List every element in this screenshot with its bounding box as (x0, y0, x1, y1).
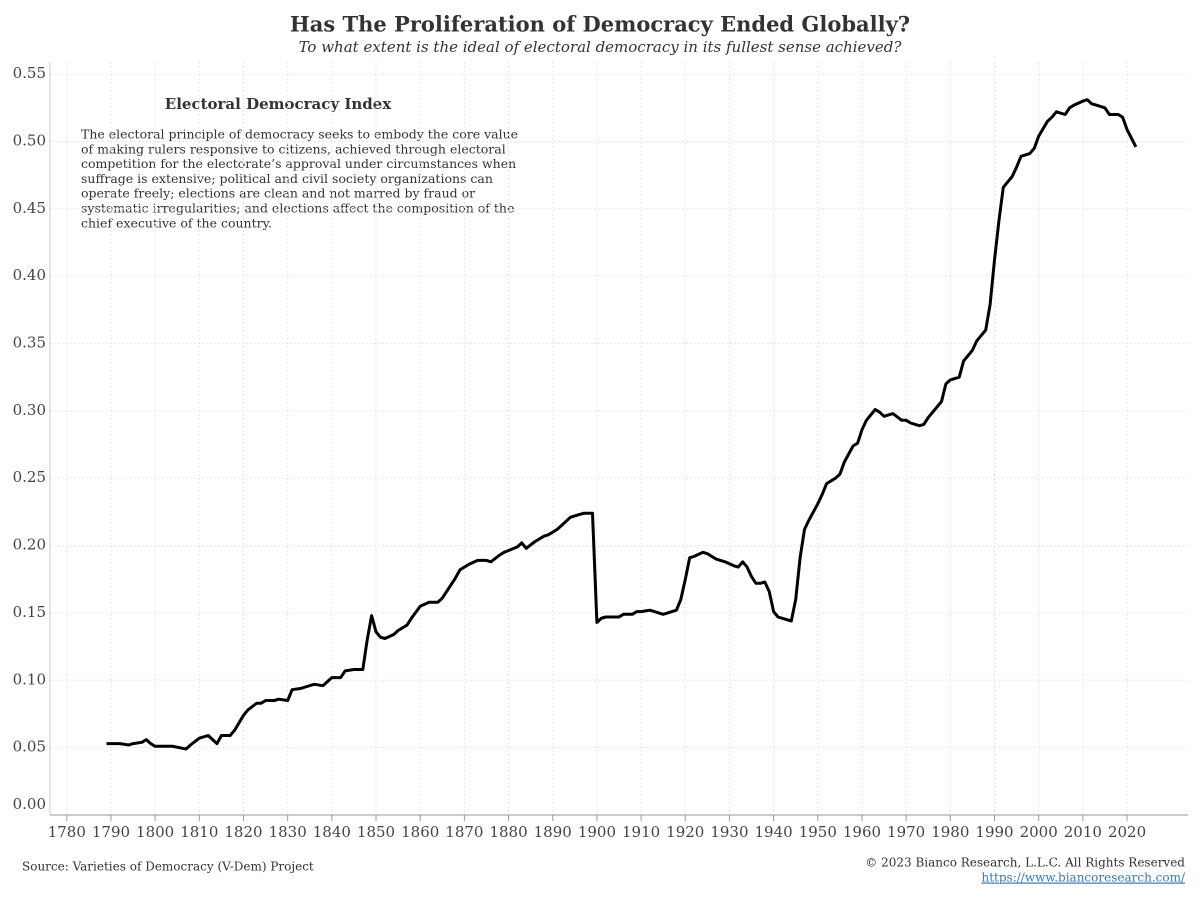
y-tick-label: 0.05 (13, 738, 46, 756)
x-tick-label: 1940 (755, 823, 793, 841)
x-tick-label: 1950 (799, 823, 837, 841)
x-tick-label: 2000 (1020, 823, 1058, 841)
x-tick-label: 1800 (136, 823, 174, 841)
x-tick-label: 1900 (578, 823, 616, 841)
y-tick-label: 0.35 (13, 334, 46, 352)
annotation-line: operate freely; elections are clean and … (81, 186, 475, 201)
x-tick-label: 1850 (357, 823, 395, 841)
x-tick-label: 1890 (534, 823, 572, 841)
y-tick-label: 0.25 (13, 468, 46, 486)
y-tick-label: 0.10 (13, 670, 46, 688)
x-tick-label: 1810 (180, 823, 218, 841)
y-tick-label: 0.45 (13, 199, 46, 217)
annotation-line: suffrage is extensive; political and civ… (81, 171, 493, 186)
x-tick-label: 1990 (975, 823, 1013, 841)
copyright: © 2023 Bianco Research, L.L.C. All Right… (865, 856, 1185, 870)
x-tick-label: 2010 (1064, 823, 1102, 841)
x-tick-label: 1880 (489, 823, 527, 841)
annotation-line: systematic irregularities; and elections… (81, 201, 514, 216)
x-tick-label: 2020 (1108, 823, 1146, 841)
chart-subtitle: To what extent is the ideal of electoral… (299, 38, 903, 56)
x-tick-label: 1780 (48, 823, 86, 841)
y-tick-label: 0.15 (13, 603, 46, 621)
annotation-line: of making rulers responsive to citizens,… (81, 141, 506, 156)
chart-title: Has The Proliferation of Democracy Ended… (290, 12, 910, 37)
annotation-line: chief executive of the country. (81, 215, 272, 230)
x-tick-label: 1980 (931, 823, 969, 841)
source: Source: Varieties of Democracy (V-Dem) P… (22, 860, 314, 874)
y-tick-label: 0.50 (13, 131, 46, 149)
x-tick-label: 1870 (445, 823, 483, 841)
x-tick-label: 1930 (710, 823, 748, 841)
annotation-title: Electoral Democracy Index (165, 95, 392, 113)
x-tick-label: 1920 (666, 823, 704, 841)
x-tick-label: 1910 (622, 823, 660, 841)
x-tick-label: 1840 (313, 823, 351, 841)
x-tick-label: 1830 (269, 823, 307, 841)
annotation-line: The electoral principle of democracy see… (81, 127, 518, 142)
y-tick-label: 0.20 (13, 536, 46, 554)
x-tick-label: 1960 (843, 823, 881, 841)
x-tick-label: 1790 (92, 823, 130, 841)
url-link[interactable]: https://www.biancoresearch.com/ (981, 871, 1185, 885)
x-tick-label: 1860 (401, 823, 439, 841)
annotation-line: competition for the electorate’s approva… (81, 156, 516, 171)
y-tick-label: 0.30 (13, 401, 46, 419)
line-series (106, 98, 1138, 751)
y-tick-label: 0.40 (13, 266, 46, 284)
y-tick-label: 0.55 (13, 64, 46, 82)
y-tick-label: 0.00 (13, 795, 46, 813)
x-tick-label: 1970 (887, 823, 925, 841)
x-tick-label: 1820 (224, 823, 262, 841)
